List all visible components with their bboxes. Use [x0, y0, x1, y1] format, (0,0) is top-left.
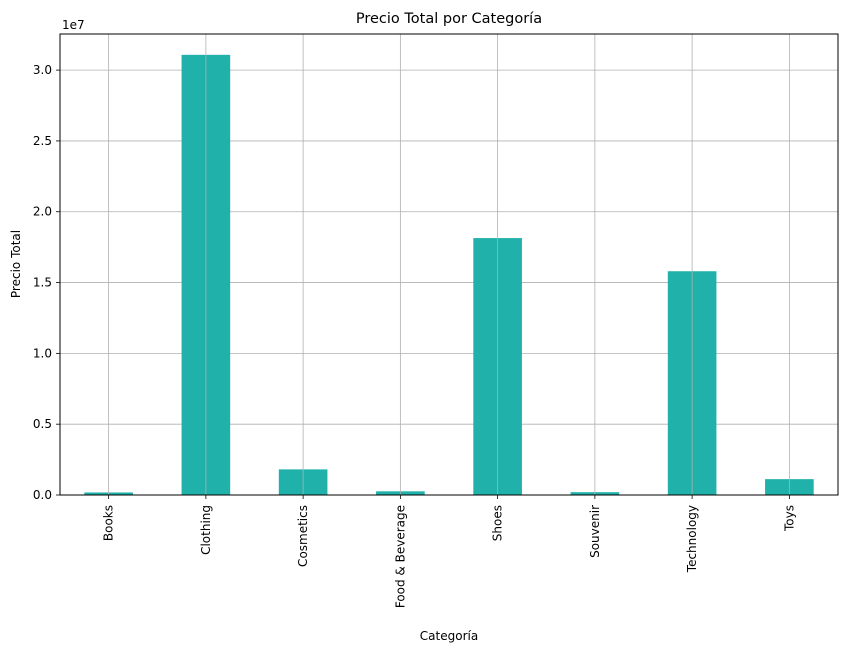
- x-tick-label: Toys: [782, 505, 796, 532]
- y-axis-label: Precio Total: [9, 230, 23, 298]
- y-tick-label: 0.0: [33, 488, 52, 502]
- x-tick-label: Souvenir: [588, 505, 602, 558]
- grid-layer: [60, 69, 838, 496]
- x-tick-label: Technology: [685, 505, 699, 573]
- bars-layer: [84, 54, 814, 495]
- x-axis-label: Categoría: [420, 629, 478, 643]
- y-tick-label: 2.5: [33, 134, 52, 148]
- plot-frame: [59, 33, 839, 496]
- y-axis-offset-label: 1e7: [62, 18, 85, 32]
- x-tick-label: Books: [102, 505, 116, 541]
- x-tick-label: Cosmetics: [296, 505, 310, 567]
- x-ticks-layer: Books Clothing Cosmetics Food & Beverage Sho…: [102, 495, 796, 608]
- vertical-grid-layer: [108, 34, 790, 495]
- x-tick-label: Clothing: [199, 505, 213, 555]
- y-tick-label: 1.5: [33, 276, 52, 290]
- x-tick-label: Shoes: [491, 505, 505, 541]
- y-ticks-layer: 0.0 0.5 1.0 1.5 2.0 2.5 3.0: [33, 63, 60, 502]
- chart-title: Precio Total por Categoría: [356, 11, 542, 27]
- x-tick-label: Food & Beverage: [393, 505, 407, 608]
- y-tick-label: 0.5: [33, 417, 52, 431]
- y-tick-label: 2.0: [33, 205, 52, 219]
- y-tick-label: 1.0: [33, 346, 52, 360]
- y-tick-label: 3.0: [33, 63, 52, 77]
